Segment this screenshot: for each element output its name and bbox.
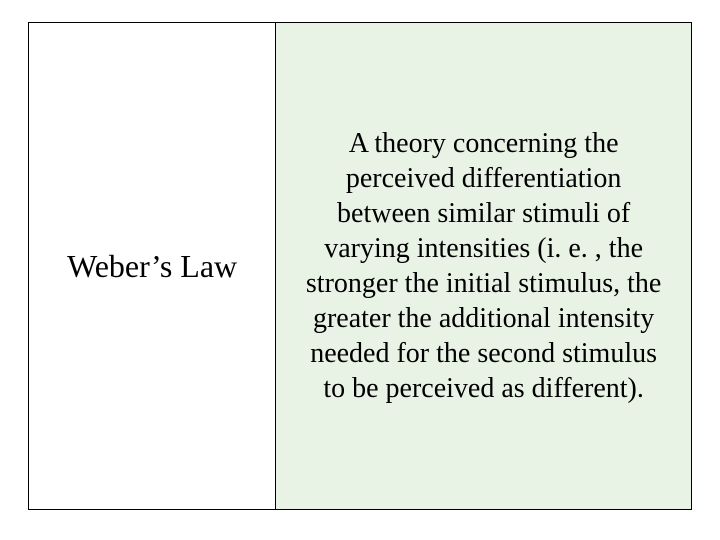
definition-table: Weber’s Law A theory concerning the perc… <box>28 22 692 510</box>
definition-text: A theory concerning the perceived differ… <box>300 126 667 406</box>
definition-cell: A theory concerning the perceived differ… <box>276 23 691 509</box>
term-cell: Weber’s Law <box>29 23 276 509</box>
term-text: Weber’s Law <box>67 247 237 285</box>
